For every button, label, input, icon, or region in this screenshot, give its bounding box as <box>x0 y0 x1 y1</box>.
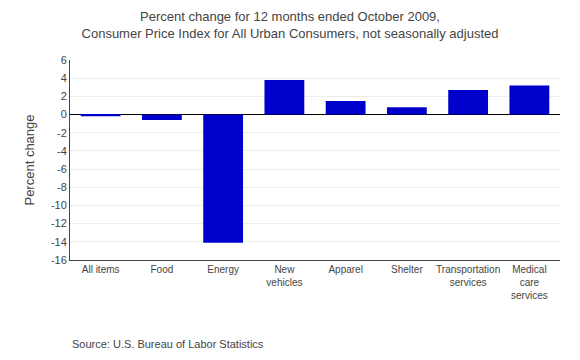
svg-text:-16: -16 <box>51 254 67 266</box>
svg-text:-2: -2 <box>57 127 67 139</box>
svg-text:-12: -12 <box>51 217 67 229</box>
svg-text:6: 6 <box>61 54 67 66</box>
svg-text:Newvehicles: Newvehicles <box>266 264 302 288</box>
svg-text:-6: -6 <box>57 163 67 175</box>
svg-text:Energy: Energy <box>207 264 239 275</box>
svg-text:Percent change for 12 months e: Percent change for 12 months ended Octob… <box>82 9 499 41</box>
svg-text:-4: -4 <box>57 145 67 157</box>
svg-text:2: 2 <box>61 90 67 102</box>
svg-text:-8: -8 <box>57 181 67 193</box>
svg-text:4: 4 <box>61 72 67 84</box>
svg-text:-10: -10 <box>51 199 67 211</box>
svg-text:Food: Food <box>150 264 173 275</box>
svg-text:-14: -14 <box>51 236 67 248</box>
svg-text:Apparel: Apparel <box>328 264 362 275</box>
svg-text:0: 0 <box>61 108 67 120</box>
svg-text:Percent change: Percent change <box>22 114 37 205</box>
svg-text:Source: U.S. Bureau of Labor S: Source: U.S. Bureau of Labor Statistics <box>72 338 264 350</box>
svg-text:Medicalcareservices: Medicalcareservices <box>511 264 548 301</box>
svg-text:Shelter: Shelter <box>391 264 423 275</box>
svg-text:All items: All items <box>82 264 120 275</box>
svg-text:Transportationservices: Transportationservices <box>436 264 500 288</box>
